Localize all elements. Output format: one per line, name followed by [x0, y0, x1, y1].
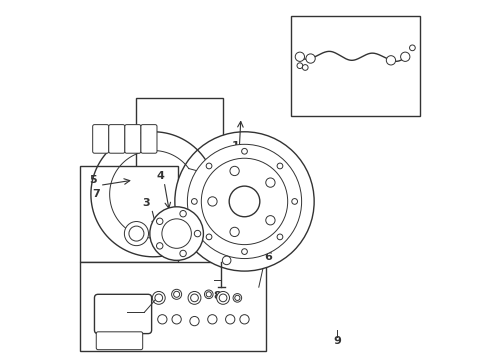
- Circle shape: [124, 221, 148, 246]
- Circle shape: [229, 227, 239, 237]
- Text: 4: 4: [156, 171, 164, 181]
- Bar: [290, 16, 419, 116]
- Circle shape: [156, 243, 163, 249]
- Circle shape: [194, 230, 201, 237]
- Circle shape: [229, 166, 239, 176]
- Circle shape: [206, 234, 211, 240]
- FancyBboxPatch shape: [108, 125, 124, 153]
- Bar: [80, 262, 265, 351]
- Circle shape: [191, 199, 197, 204]
- Circle shape: [190, 294, 198, 302]
- Circle shape: [408, 45, 414, 51]
- Circle shape: [386, 56, 395, 65]
- Circle shape: [295, 52, 304, 62]
- Circle shape: [175, 132, 313, 271]
- Circle shape: [277, 163, 282, 169]
- Circle shape: [241, 148, 247, 154]
- Circle shape: [225, 315, 234, 324]
- Circle shape: [296, 63, 302, 68]
- Circle shape: [157, 315, 166, 324]
- Circle shape: [229, 186, 259, 217]
- Circle shape: [188, 292, 201, 304]
- Text: 8: 8: [213, 291, 221, 301]
- Circle shape: [162, 219, 191, 248]
- Circle shape: [400, 52, 409, 62]
- Circle shape: [180, 211, 186, 217]
- Circle shape: [173, 291, 179, 297]
- FancyBboxPatch shape: [141, 125, 157, 153]
- Circle shape: [171, 289, 181, 299]
- Circle shape: [155, 294, 163, 302]
- Circle shape: [240, 315, 248, 324]
- Circle shape: [265, 216, 275, 225]
- Circle shape: [219, 294, 226, 302]
- Text: 7: 7: [92, 189, 100, 199]
- Circle shape: [172, 315, 181, 324]
- Bar: [80, 166, 178, 262]
- Text: 5: 5: [89, 175, 96, 185]
- Circle shape: [206, 163, 211, 169]
- Circle shape: [234, 295, 240, 301]
- Circle shape: [180, 250, 186, 257]
- Circle shape: [206, 292, 211, 297]
- Circle shape: [216, 292, 229, 304]
- Circle shape: [277, 234, 282, 240]
- Text: 3: 3: [142, 198, 150, 208]
- Circle shape: [305, 54, 315, 63]
- Circle shape: [302, 64, 307, 70]
- FancyBboxPatch shape: [94, 294, 151, 334]
- Circle shape: [204, 290, 213, 298]
- Circle shape: [187, 144, 301, 258]
- Circle shape: [189, 316, 199, 326]
- Circle shape: [201, 158, 287, 245]
- Text: 1: 1: [231, 141, 239, 151]
- Circle shape: [265, 178, 275, 187]
- FancyBboxPatch shape: [96, 332, 142, 350]
- Bar: [135, 98, 223, 194]
- Circle shape: [152, 292, 165, 304]
- FancyBboxPatch shape: [124, 125, 141, 153]
- Circle shape: [207, 197, 217, 206]
- Circle shape: [156, 218, 163, 225]
- Circle shape: [291, 199, 297, 204]
- Circle shape: [149, 207, 203, 260]
- Text: 9: 9: [333, 336, 341, 346]
- Circle shape: [222, 256, 230, 265]
- Circle shape: [129, 226, 143, 241]
- Text: 2: 2: [167, 243, 175, 253]
- Circle shape: [241, 249, 247, 255]
- FancyBboxPatch shape: [93, 125, 108, 153]
- Circle shape: [233, 294, 241, 302]
- Circle shape: [207, 315, 217, 324]
- Text: 6: 6: [263, 252, 271, 262]
